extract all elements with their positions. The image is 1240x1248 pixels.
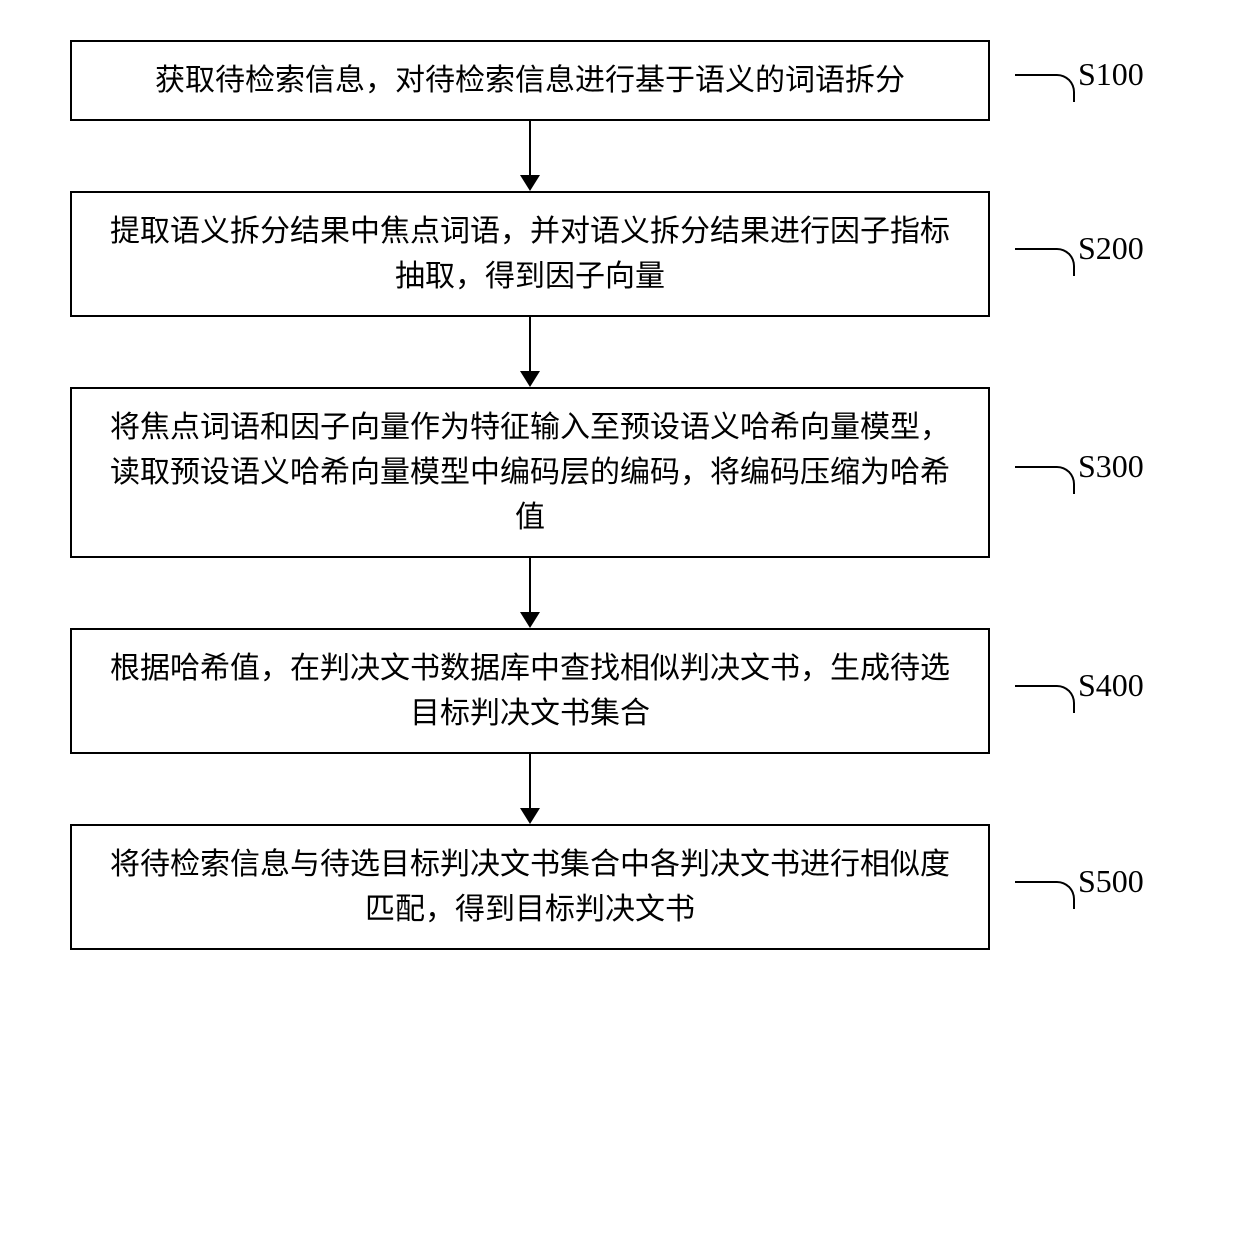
step-text: 根据哈希值，在判决文书数据库中查找相似判决文书，生成待选目标判决文书集合 (96, 646, 964, 736)
connector-line (1015, 685, 1075, 713)
step-box-4: 根据哈希值，在判决文书数据库中查找相似判决文书，生成待选目标判决文书集合 (70, 628, 990, 754)
connector-line (1015, 74, 1075, 102)
step-label-4: S400 (1078, 667, 1144, 703)
label-connector: S200 (990, 236, 1084, 273)
step-text: 提取语义拆分结果中焦点词语，并对语义拆分结果进行因子指标抽取，得到因子向量 (96, 209, 964, 299)
step-box-2: 提取语义拆分结果中焦点词语，并对语义拆分结果进行因子指标抽取，得到因子向量 (70, 191, 990, 317)
step-row-1: 获取待检索信息，对待检索信息进行基于语义的词语拆分 S100 (70, 40, 1170, 121)
step-box-3: 将焦点词语和因子向量作为特征输入至预设语义哈希向量模型，读取预设语义哈希向量模型… (70, 387, 990, 558)
step-row-3: 将焦点词语和因子向量作为特征输入至预设语义哈希向量模型，读取预设语义哈希向量模型… (70, 387, 1170, 558)
arrow-head-icon (520, 175, 540, 191)
arrow-head-icon (520, 808, 540, 824)
step-label-1: S100 (1078, 56, 1144, 92)
arrow-line (529, 317, 531, 373)
label-connector: S100 (990, 62, 1084, 99)
arrow-3 (70, 558, 990, 628)
label-connector: S500 (990, 869, 1084, 906)
arrow-2 (70, 317, 990, 387)
label-connector: S400 (990, 673, 1084, 710)
arrow-line (529, 121, 531, 177)
flowchart-container: 获取待检索信息，对待检索信息进行基于语义的词语拆分 S100 提取语义拆分结果中… (70, 40, 1170, 950)
arrow-1 (70, 121, 990, 191)
arrow-head-icon (520, 612, 540, 628)
step-text: 将焦点词语和因子向量作为特征输入至预设语义哈希向量模型，读取预设语义哈希向量模型… (96, 405, 964, 540)
step-box-1: 获取待检索信息，对待检索信息进行基于语义的词语拆分 (70, 40, 990, 121)
step-text: 获取待检索信息，对待检索信息进行基于语义的词语拆分 (155, 58, 905, 103)
step-label-2: S200 (1078, 230, 1144, 266)
step-label-5: S500 (1078, 863, 1144, 899)
step-row-5: 将待检索信息与待选目标判决文书集合中各判决文书进行相似度匹配，得到目标判决文书 … (70, 824, 1170, 950)
label-connector: S300 (990, 454, 1084, 491)
step-row-2: 提取语义拆分结果中焦点词语，并对语义拆分结果进行因子指标抽取，得到因子向量 S2… (70, 191, 1170, 317)
step-label-3: S300 (1078, 448, 1144, 484)
connector-line (1015, 466, 1075, 494)
connector-line (1015, 881, 1075, 909)
connector-line (1015, 248, 1075, 276)
arrow-line (529, 754, 531, 810)
arrow-head-icon (520, 371, 540, 387)
arrow-line (529, 558, 531, 614)
arrow-4 (70, 754, 990, 824)
step-text: 将待检索信息与待选目标判决文书集合中各判决文书进行相似度匹配，得到目标判决文书 (96, 842, 964, 932)
step-row-4: 根据哈希值，在判决文书数据库中查找相似判决文书，生成待选目标判决文书集合 S40… (70, 628, 1170, 754)
step-box-5: 将待检索信息与待选目标判决文书集合中各判决文书进行相似度匹配，得到目标判决文书 (70, 824, 990, 950)
